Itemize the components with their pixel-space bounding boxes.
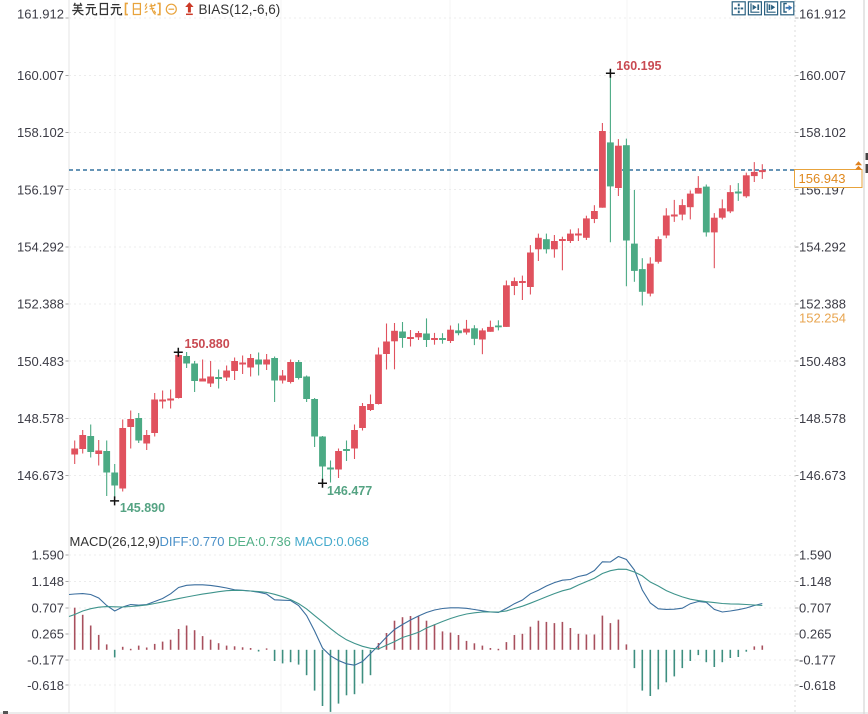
svg-text:0.265: 0.265 xyxy=(31,627,64,642)
svg-text:1.590: 1.590 xyxy=(799,548,832,563)
svg-text:161.912: 161.912 xyxy=(17,7,64,22)
svg-text:154.292: 154.292 xyxy=(17,239,64,254)
svg-text:146.477: 146.477 xyxy=(327,484,372,498)
svg-text:1.590: 1.590 xyxy=(31,548,64,563)
svg-text:-0.618: -0.618 xyxy=(27,678,64,693)
svg-text:BIAS(12,-6,6): BIAS(12,-6,6) xyxy=(199,2,281,17)
svg-text:156.197: 156.197 xyxy=(17,182,64,197)
svg-text:152.388: 152.388 xyxy=(799,297,846,312)
svg-text:-0.177: -0.177 xyxy=(799,653,836,668)
svg-text:DEA:0.736: DEA:0.736 xyxy=(228,534,291,549)
svg-text:148.578: 148.578 xyxy=(799,411,846,426)
svg-text:156.943: 156.943 xyxy=(799,171,846,186)
svg-text:150.483: 150.483 xyxy=(799,354,846,369)
svg-text:1.148: 1.148 xyxy=(31,574,64,589)
svg-text:DIFF:0.770: DIFF:0.770 xyxy=(160,534,225,549)
svg-text:146.673: 146.673 xyxy=(799,468,846,483)
svg-text:150.880: 150.880 xyxy=(185,337,230,351)
svg-text:0.707: 0.707 xyxy=(31,600,64,615)
svg-text:150.483: 150.483 xyxy=(17,354,64,369)
svg-text:160.195: 160.195 xyxy=(616,59,661,73)
svg-text:-0.618: -0.618 xyxy=(799,678,836,693)
svg-text:152.388: 152.388 xyxy=(17,297,64,312)
svg-text:154.292: 154.292 xyxy=(799,239,846,254)
svg-text:0.265: 0.265 xyxy=(799,627,832,642)
svg-text:160.007: 160.007 xyxy=(799,68,846,83)
svg-text:1.148: 1.148 xyxy=(799,574,832,589)
svg-text:-0.177: -0.177 xyxy=(27,653,64,668)
svg-text:148.578: 148.578 xyxy=(17,411,64,426)
svg-text:152.254: 152.254 xyxy=(799,310,846,325)
svg-text:145.890: 145.890 xyxy=(120,501,165,515)
svg-text:0.707: 0.707 xyxy=(799,600,832,615)
svg-text:158.102: 158.102 xyxy=(17,125,64,140)
svg-text:MACD:0.068: MACD:0.068 xyxy=(295,534,369,549)
svg-text:161.912: 161.912 xyxy=(799,7,846,22)
svg-text:158.102: 158.102 xyxy=(799,125,846,140)
svg-text:146.673: 146.673 xyxy=(17,468,64,483)
svg-text:MACD(26,12,9): MACD(26,12,9) xyxy=(70,534,160,549)
svg-text:160.007: 160.007 xyxy=(17,68,64,83)
